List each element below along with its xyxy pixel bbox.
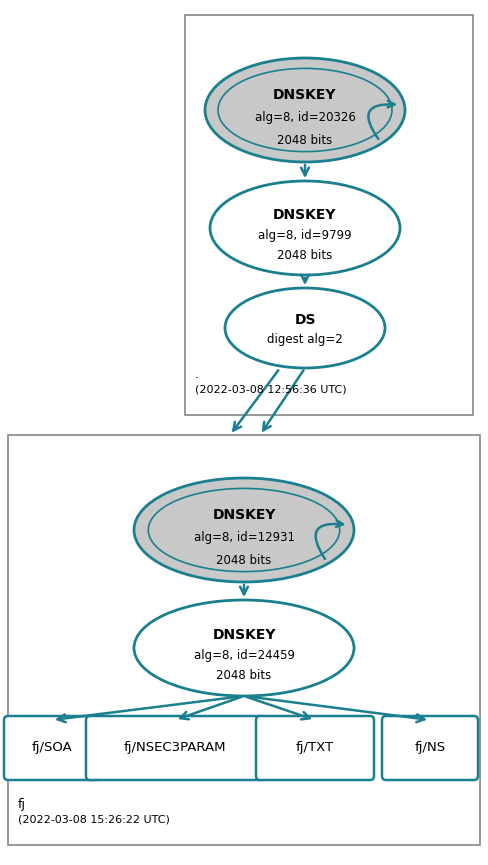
Text: alg=8, id=9799: alg=8, id=9799 [258,228,352,241]
Ellipse shape [134,478,354,582]
Text: DNSKEY: DNSKEY [212,628,276,642]
Ellipse shape [210,181,400,275]
Text: fj/NS: fj/NS [414,741,446,754]
Text: .: . [195,368,199,381]
Text: digest alg=2: digest alg=2 [267,334,343,347]
Text: (2022-03-08 15:26:22 UTC): (2022-03-08 15:26:22 UTC) [18,815,170,825]
Bar [185,15,473,415]
Text: 2048 bits: 2048 bits [216,670,272,682]
Text: fj/NSEC3PARAM: fj/NSEC3PARAM [124,741,226,754]
Text: 2048 bits: 2048 bits [277,249,333,262]
Bar [8,435,480,845]
Text: alg=8, id=12931: alg=8, id=12931 [194,531,294,544]
Ellipse shape [205,58,405,162]
Text: alg=8, id=20326: alg=8, id=20326 [255,112,355,125]
Text: DNSKEY: DNSKEY [212,509,276,522]
Text: 2048 bits: 2048 bits [277,134,333,147]
FancyBboxPatch shape [4,716,100,780]
FancyBboxPatch shape [382,716,478,780]
Text: 2048 bits: 2048 bits [216,554,272,567]
FancyBboxPatch shape [86,716,264,780]
Text: (2022-03-08 12:56:36 UTC): (2022-03-08 12:56:36 UTC) [195,385,346,395]
Text: fj: fj [18,798,26,811]
Text: DNSKEY: DNSKEY [273,88,337,102]
Ellipse shape [225,288,385,368]
Ellipse shape [134,600,354,696]
Text: DNSKEY: DNSKEY [273,208,337,221]
Text: alg=8, id=24459: alg=8, id=24459 [194,649,294,662]
Text: fj/TXT: fj/TXT [296,741,334,754]
Text: DS: DS [294,313,316,327]
FancyBboxPatch shape [256,716,374,780]
Text: fj/SOA: fj/SOA [32,741,72,754]
